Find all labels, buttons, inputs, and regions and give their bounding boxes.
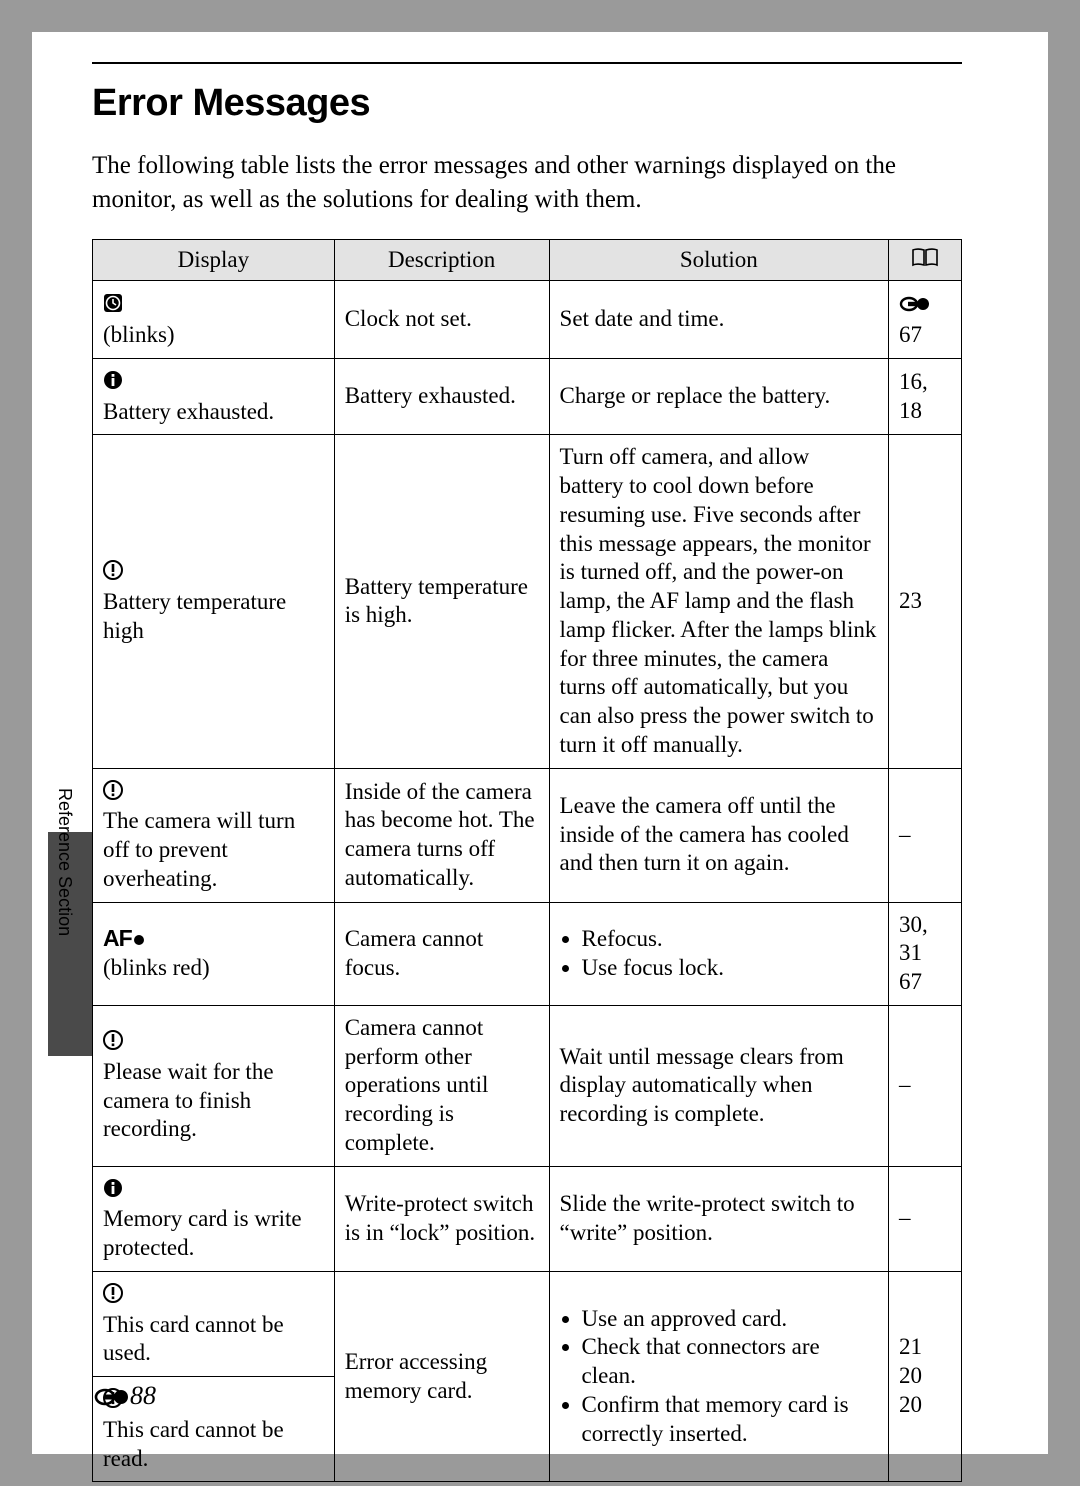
reference-text: 21 20 20 — [899, 1334, 922, 1417]
cell-solution: Turn off camera, and allow battery to co… — [549, 435, 889, 768]
cell-reference: 23 — [889, 435, 962, 768]
col-reference — [889, 239, 962, 281]
cell-description: Write-protect switch is in “lock” positi… — [334, 1166, 549, 1271]
cell-display: (blinks) — [93, 281, 335, 359]
cell-display: Memory card is write protected. — [93, 1166, 335, 1271]
solution-text: Leave the camera off until the inside of… — [560, 793, 849, 876]
solution-list: Use an approved card.Check that connecto… — [560, 1305, 879, 1449]
cell-display: Please wait for the camera to finish rec… — [93, 1005, 335, 1166]
warning-icon — [103, 559, 123, 588]
cell-reference: – — [889, 1166, 962, 1271]
display-text: Please wait for the camera to finish rec… — [103, 1058, 324, 1144]
cell-description: Inside of the camera has become hot. The… — [334, 768, 549, 902]
cell-reference: – — [889, 768, 962, 902]
cell-display: The camera will turn off to prevent over… — [93, 768, 335, 902]
reference-text: 30, 31 67 — [899, 912, 928, 995]
cell-description: Camera cannot focus. — [334, 902, 549, 1005]
intro-text: The following table lists the error mess… — [92, 149, 962, 217]
cell-reference: 16, 18 — [889, 358, 962, 435]
cell-solution: Leave the camera off until the inside of… — [549, 768, 889, 902]
display-text: The camera will turn off to prevent over… — [103, 807, 324, 893]
warning-icon — [103, 779, 123, 808]
display-text: Battery exhausted. — [103, 398, 324, 427]
cell-description: Battery temperature is high. — [334, 435, 549, 768]
top-rule — [92, 62, 962, 64]
solution-text: Slide the write-protect switch to “write… — [560, 1191, 855, 1245]
solution-text: Set date and time. — [560, 306, 725, 331]
book-icon — [911, 247, 939, 272]
solution-item: Use an approved card. — [582, 1305, 879, 1334]
reference-text: – — [899, 1205, 911, 1230]
col-display: Display — [93, 239, 335, 281]
reference-text: 16, 18 — [899, 369, 928, 423]
table-row: This card cannot be used.Error accessing… — [93, 1271, 962, 1376]
cell-solution: Wait until message clears from display a… — [549, 1005, 889, 1166]
table-row: AF(blinks red)Camera cannot focus.Refocu… — [93, 902, 962, 1005]
display-text: This card cannot be read. — [103, 1416, 324, 1474]
page-title: Error Messages — [92, 82, 962, 125]
cell-description: Battery exhausted. — [334, 358, 549, 435]
cell-display: Battery temperature high — [93, 435, 335, 768]
cell-display: AF (blinks red) — [93, 902, 335, 1005]
solution-item: Use focus lock. — [582, 954, 879, 983]
display-subtext: (blinks) — [103, 321, 324, 350]
display-subtext: (blinks red) — [103, 954, 324, 983]
af-icon: AF — [103, 926, 146, 951]
table-row: Please wait for the camera to finish rec… — [93, 1005, 962, 1166]
cell-description: Error accessing memory card. — [334, 1271, 549, 1482]
cell-reference: 67 — [889, 281, 962, 359]
solution-item: Check that connectors are clean. — [582, 1333, 879, 1391]
cell-reference: 30, 31 67 — [889, 902, 962, 1005]
solution-list: Refocus.Use focus lock. — [560, 925, 879, 983]
content-area: Error Messages The following table lists… — [92, 62, 962, 1482]
solution-text: Wait until message clears from display a… — [560, 1044, 844, 1127]
cell-solution: Use an approved card.Check that connecto… — [549, 1271, 889, 1482]
cell-solution: Set date and time. — [549, 281, 889, 359]
info-icon — [103, 1177, 123, 1206]
solution-text: Turn off camera, and allow battery to co… — [560, 444, 877, 757]
table-row: Memory card is write protected.Write-pro… — [93, 1166, 962, 1271]
solution-item: Refocus. — [582, 925, 879, 954]
manual-page: Reference Section Error Messages The fol… — [32, 32, 1048, 1454]
page-number: 88 — [94, 1381, 156, 1414]
cell-solution: Slide the write-protect switch to “write… — [549, 1166, 889, 1271]
link-icon — [899, 292, 931, 321]
cell-description: Camera cannot perform other operations u… — [334, 1005, 549, 1166]
table-body: (blinks) Clock not set. Set date and time.… — [93, 281, 962, 1482]
table-row: (blinks) Clock not set. Set date and time.… — [93, 281, 962, 359]
link-icon — [94, 1384, 130, 1414]
display-text: Memory card is write protected. — [103, 1205, 324, 1263]
cell-description: Clock not set. — [334, 281, 549, 359]
cell-reference: – — [889, 1005, 962, 1166]
table-header-row: Display Description Solution — [93, 239, 962, 281]
solution-text: Charge or replace the battery. — [560, 383, 831, 408]
error-table: Display Description Solution (blinks) Clo… — [92, 239, 962, 1483]
cell-display: Battery exhausted. — [93, 358, 335, 435]
page-number-value: 88 — [130, 1381, 156, 1410]
cell-solution: Refocus.Use focus lock. — [549, 902, 889, 1005]
table-row: Battery temperature highBattery temperat… — [93, 435, 962, 768]
cell-solution: Charge or replace the battery. — [549, 358, 889, 435]
solution-item: Confirm that memory card is correctly in… — [582, 1391, 879, 1449]
table-row: Battery exhausted. Battery exhausted. Char… — [93, 358, 962, 435]
cell-reference: 21 20 20 — [889, 1271, 962, 1482]
reference-text: – — [899, 1072, 911, 1097]
reference-text: 67 — [899, 322, 922, 347]
display-text: Battery temperature high — [103, 588, 324, 646]
info-icon — [103, 369, 123, 398]
col-description: Description — [334, 239, 549, 281]
reference-text: 23 — [899, 588, 922, 613]
clock-icon — [103, 292, 123, 321]
col-solution: Solution — [549, 239, 889, 281]
cell-display: This card cannot be used. — [93, 1271, 335, 1376]
side-section-label: Reference Section — [54, 788, 75, 936]
reference-text: – — [899, 822, 911, 847]
table-row: The camera will turn off to prevent over… — [93, 768, 962, 902]
warning-icon — [103, 1282, 123, 1311]
warning-icon — [103, 1029, 123, 1058]
display-text: This card cannot be used. — [103, 1311, 324, 1369]
